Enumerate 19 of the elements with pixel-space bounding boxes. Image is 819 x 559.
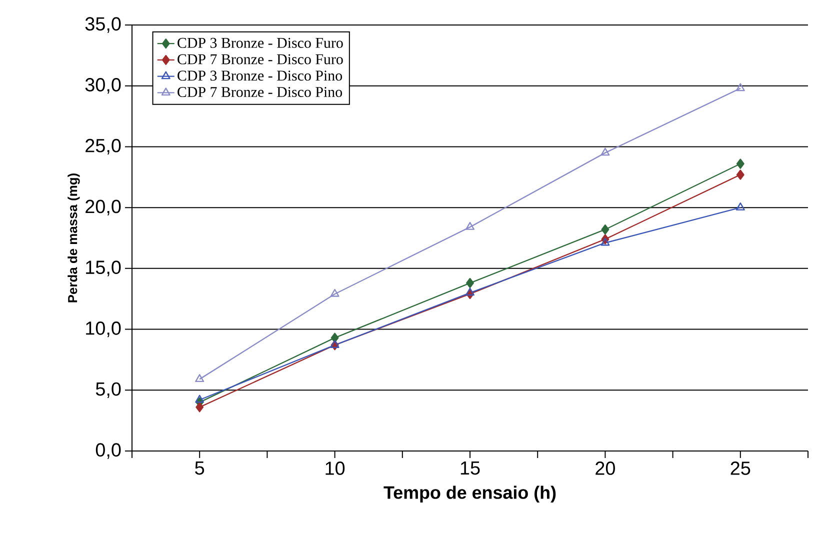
y-tick-label: 5,0 (96, 382, 121, 398)
legend-label: CDP 7 Bronze - Disco Pino (178, 87, 342, 98)
y-tick-label: 35,0 (85, 17, 121, 33)
y-tick-label: 10,0 (86, 321, 121, 338)
y-axis-title: Perda de massa (mg) (68, 174, 80, 302)
y-tick-label: 20,0 (86, 200, 121, 216)
x-tick-label: 25 (730, 462, 750, 475)
legend-label: CDP 3 Bronze - Disco Pino (178, 70, 342, 81)
legend-label: CDP 7 Bronze - Disco Furo (178, 54, 343, 64)
y-tick-label: 30,0 (85, 78, 121, 94)
x-axis-title: Tempo de ensaio (h) (384, 486, 556, 502)
y-tick-label: 0,0 (96, 443, 121, 459)
x-tick-label: 15 (460, 462, 480, 475)
x-tick-label: 10 (326, 462, 345, 475)
y-tick-label: 15,0 (86, 260, 121, 276)
x-tick-label: 20 (596, 462, 615, 475)
legend-label: CDP 3 Bronze - Disco Furo (178, 38, 343, 48)
y-tick-label: 25,0 (86, 138, 121, 155)
x-tick-label: 5 (195, 462, 204, 475)
